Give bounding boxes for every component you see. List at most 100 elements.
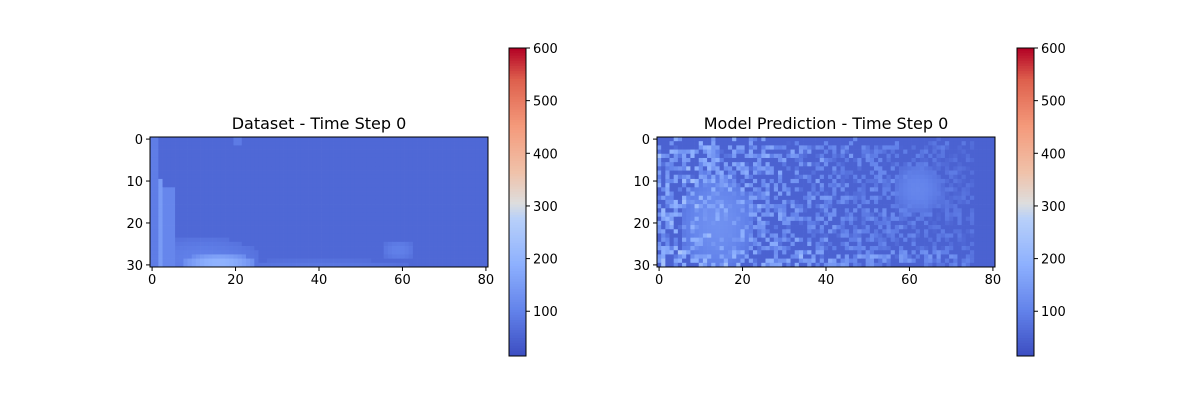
- heatmap-cell: [936, 237, 942, 243]
- heatmap-cell: [479, 166, 485, 171]
- heatmap-cell: [421, 220, 426, 226]
- heatmap-cell: [961, 220, 967, 226]
- heatmap-cell: [944, 246, 950, 251]
- heatmap-cell: [175, 262, 180, 268]
- heatmap-cell: [250, 191, 255, 197]
- heatmap-cell: [308, 166, 314, 171]
- heatmap-cell: [183, 254, 188, 259]
- heatmap-cell: [986, 241, 992, 247]
- heatmap-cell: [815, 137, 821, 142]
- heatmap-cell: [154, 225, 159, 230]
- heatmap-cell: [711, 141, 716, 146]
- heatmap-cell: [354, 187, 359, 192]
- heatmap-cell: [807, 153, 812, 159]
- heatmap-cell: [433, 233, 439, 238]
- heatmap-cell: [204, 208, 209, 213]
- heatmap-cell: [375, 145, 380, 150]
- heatmap-cell: [329, 208, 334, 213]
- heatmap-cell: [325, 233, 330, 238]
- heatmap-cell: [467, 204, 472, 209]
- heatmap-cell: [740, 241, 745, 247]
- heatmap-cell: [936, 170, 942, 176]
- heatmap-cell: [732, 157, 737, 163]
- heatmap-cell: [179, 170, 184, 176]
- heatmap-cell: [467, 183, 472, 188]
- heatmap-cell: [362, 220, 368, 226]
- heatmap-cell: [707, 204, 712, 209]
- heatmap-cell: [844, 195, 850, 201]
- heatmap-cell: [882, 208, 887, 213]
- heatmap-cell: [170, 220, 176, 226]
- heatmap-cell: [765, 246, 771, 251]
- heatmap-cell: [283, 225, 289, 230]
- heatmap-cell: [761, 157, 766, 163]
- heatmap-cell: [212, 204, 218, 209]
- heatmap-cell: [208, 204, 213, 209]
- heatmap-cell: [803, 237, 808, 243]
- heatmap-cell: [769, 250, 775, 255]
- heatmap-cell: [195, 162, 201, 167]
- heatmap-cell: [786, 174, 791, 180]
- heatmap-cell: [421, 254, 426, 259]
- heatmap-cell: [765, 157, 771, 163]
- heatmap-cell: [383, 233, 389, 238]
- heatmap-cell: [362, 246, 368, 251]
- heatmap-cell: [732, 183, 737, 188]
- heatmap-cell: [690, 141, 695, 146]
- heatmap-cell: [857, 250, 862, 255]
- heatmap-cell: [450, 262, 455, 268]
- heatmap-cell: [982, 225, 987, 230]
- heatmap-cell: [969, 166, 975, 171]
- heatmap-cell: [832, 145, 837, 150]
- heatmap-cell: [475, 229, 480, 234]
- heatmap-cell: [183, 250, 188, 255]
- heatmap-cell: [412, 149, 418, 155]
- heatmap-cell: [936, 250, 942, 255]
- heatmap-cell: [736, 208, 741, 213]
- heatmap-cell: [300, 149, 305, 155]
- heatmap-cell: [819, 237, 825, 243]
- heatmap-cell: [250, 262, 255, 268]
- heatmap-cell: [471, 170, 476, 176]
- heatmap-cell: [744, 225, 750, 230]
- heatmap-cell: [894, 170, 900, 176]
- heatmap-cell: [702, 157, 708, 163]
- heatmap-cell: [433, 174, 439, 180]
- heatmap-cell: [682, 241, 687, 247]
- heatmap-cell: [333, 195, 339, 201]
- heatmap-cell: [329, 212, 334, 218]
- heatmap-cell: [195, 258, 201, 264]
- heatmap-cell: [262, 229, 268, 234]
- heatmap-cell: [346, 262, 351, 268]
- heatmap-cell: [790, 237, 796, 243]
- heatmap-cell: [287, 212, 293, 218]
- heatmap-cell: [690, 195, 695, 201]
- heatmap-cell: [408, 241, 414, 247]
- colorbar-segment: [509, 104, 526, 108]
- heatmap-cell: [170, 262, 176, 268]
- heatmap-cell: [175, 162, 180, 167]
- heatmap-cell: [400, 246, 405, 251]
- heatmap-cell: [752, 178, 758, 184]
- heatmap-cell: [657, 153, 662, 159]
- heatmap-cell: [279, 246, 284, 251]
- heatmap-cell: [790, 157, 796, 163]
- heatmap-cell: [878, 241, 883, 247]
- heatmap-cell: [694, 149, 700, 155]
- heatmap-cell: [233, 220, 238, 226]
- heatmap-cell: [467, 220, 472, 226]
- heatmap-cell: [786, 237, 791, 243]
- heatmap-cell: [421, 153, 426, 159]
- heatmap-cell: [304, 170, 309, 176]
- heatmap-cell: [262, 157, 268, 163]
- heatmap-cell: [894, 241, 900, 247]
- heatmap-cell: [191, 162, 197, 167]
- heatmap-cell: [216, 220, 222, 226]
- heatmap-cell: [773, 187, 779, 192]
- heatmap-cell: [429, 149, 435, 155]
- heatmap-cell: [154, 195, 159, 201]
- heatmap-cell: [175, 149, 180, 155]
- heatmap-cell: [392, 145, 397, 150]
- heatmap-cell: [661, 141, 666, 146]
